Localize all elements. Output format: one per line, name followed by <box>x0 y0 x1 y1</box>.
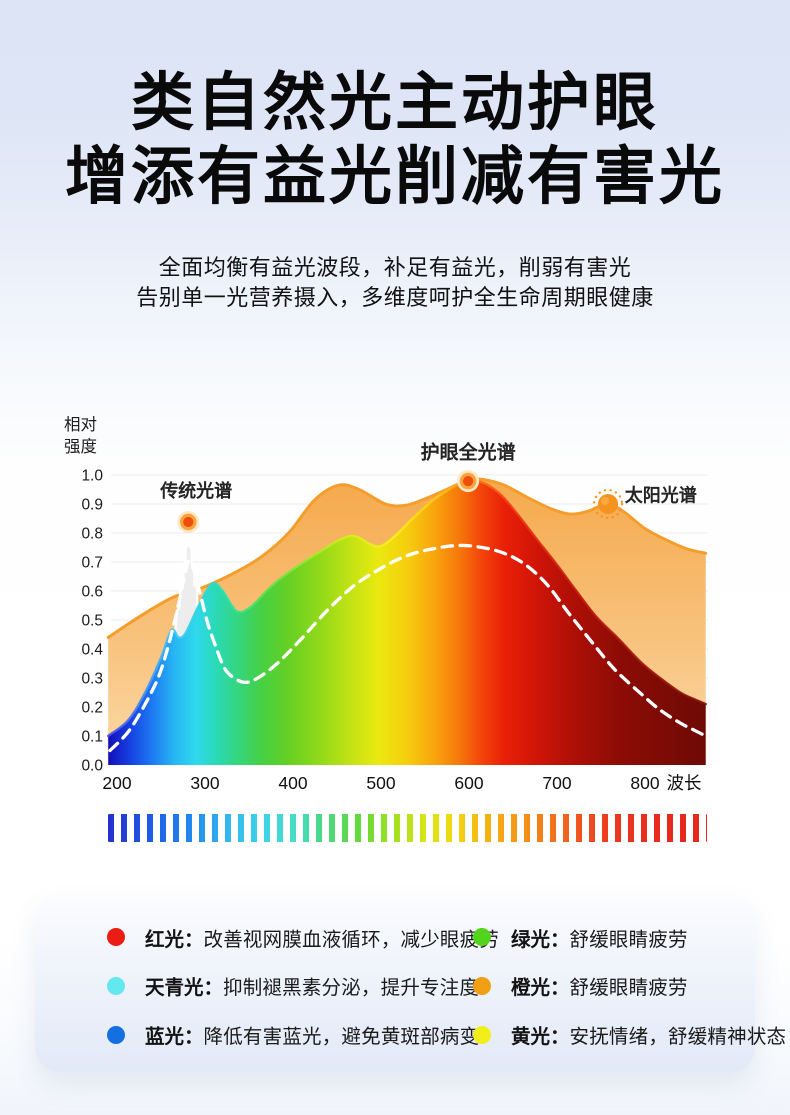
fullspectrum-rainbow-area <box>108 480 706 765</box>
y-tick-label: 1.0 <box>81 468 103 485</box>
y-tick-label: 0.5 <box>81 613 103 630</box>
legend-label: 天青光： <box>145 977 224 1000</box>
series-label: 太阳光谱 <box>625 484 697 505</box>
legend-item-blue: 蓝光： 降低有害蓝光，避免黄斑部病变 <box>107 1020 479 1049</box>
y-tick-label: 0.9 <box>81 497 103 514</box>
legend-desc: 抑制褪黑素分泌，提升专注度 <box>223 977 480 1000</box>
x-tick-label: 500 <box>366 773 395 793</box>
y-tick-label: 0.3 <box>81 671 103 688</box>
legend-label: 黄光： <box>511 1026 570 1049</box>
page-title: 类自然光主动护眼 增添有益光削减有害光 <box>0 66 790 214</box>
yellow-light-dot-icon <box>473 1025 491 1044</box>
legend-desc: 舒缓眼睛疲劳 <box>569 928 688 951</box>
legend-desc: 舒缓眼睛疲劳 <box>569 977 688 1000</box>
legend-item-yellow: 黄光： 安抚情绪，舒缓精神状态 <box>473 1020 786 1049</box>
y-tick-label: 0.2 <box>81 700 103 717</box>
x-tick-label: 200 <box>102 773 131 793</box>
blue-light-dot-icon <box>107 1025 125 1044</box>
x-tick-label: 800 <box>630 773 659 793</box>
legend-label: 绿光： <box>511 928 570 951</box>
y-tick-label: 0.7 <box>81 555 103 572</box>
x-tick-label: 400 <box>278 773 307 793</box>
legend-desc: 改善视网膜血液循环，减少眼疲劳 <box>203 928 500 951</box>
spectrum-tick-bar-icon <box>108 814 707 842</box>
subtitle-line-1: 全面均衡有益光波段，补足有益光，削弱有害光 <box>158 255 632 280</box>
traditional-spectrum-dashed-line <box>108 543 708 753</box>
red-light-dot-icon <box>107 928 125 947</box>
x-axis-title: 波长 <box>667 773 702 793</box>
legend-desc: 降低有害蓝光，避免黄斑部病变 <box>203 1026 480 1049</box>
subtitle: 全面均衡有益光波段，补足有益光，削弱有害光 告别单一光营养摄入，多维度呵护全生命… <box>0 253 790 313</box>
y-tick-label: 0.4 <box>81 642 103 659</box>
green-light-dot-icon <box>473 928 491 947</box>
fullspectrum-rainbow-edge <box>107 479 707 738</box>
legend-card: 红光： 改善视网膜血液循环，减少眼疲劳 绿光： 舒缓眼睛疲劳 天青光： 抑制褪黑… <box>35 895 786 1073</box>
skyblue-light-dot-icon <box>107 976 125 995</box>
series-label: 传统光谱 <box>159 480 232 501</box>
y-axis-title: 相对 强度 <box>64 414 97 458</box>
y-tick-label: 0.6 <box>81 584 103 601</box>
legend-label: 红光： <box>145 928 204 951</box>
traditional-peak-marker-icon <box>177 510 200 533</box>
y-tick-label: 0.0 <box>81 758 103 775</box>
legend-item-skyblue: 天青光： 抑制褪黑素分泌，提升专注度 <box>107 971 479 1000</box>
subtitle-line-2: 告别单一光营养摄入，多维度呵护全生命周期眼健康 <box>136 285 654 310</box>
legend-item-orange: 橙光： 舒缓眼睛疲劳 <box>473 971 786 1000</box>
title-line-2: 增添有益光削减有害光 <box>65 142 725 212</box>
legend-label: 橙光： <box>511 977 570 1000</box>
y-axis-title-line-2: 强度 <box>64 438 97 456</box>
fullspectrum-peak-marker-icon <box>457 470 480 493</box>
legend-desc: 安抚情绪，舒缓精神状态 <box>569 1026 787 1049</box>
x-tick-label: 300 <box>190 773 219 793</box>
legend-item-green: 绿光： 舒缓眼睛疲劳 <box>473 923 786 952</box>
series-label: 护眼全光谱 <box>421 440 516 463</box>
orange-light-dot-icon <box>473 976 491 995</box>
title-line-1: 类自然光主动护眼 <box>131 68 659 138</box>
legend-label: 蓝光： <box>145 1026 204 1049</box>
y-axis-title-line-1: 相对 <box>64 416 97 434</box>
sun-marker-icon <box>592 488 624 520</box>
y-tick-label: 0.8 <box>81 526 103 543</box>
legend-item-red: 红光： 改善视网膜血液循环，减少眼疲劳 <box>107 923 499 952</box>
x-tick-label: 700 <box>542 773 571 793</box>
y-tick-label: 0.1 <box>81 729 103 746</box>
x-tick-label: 600 <box>454 773 483 793</box>
